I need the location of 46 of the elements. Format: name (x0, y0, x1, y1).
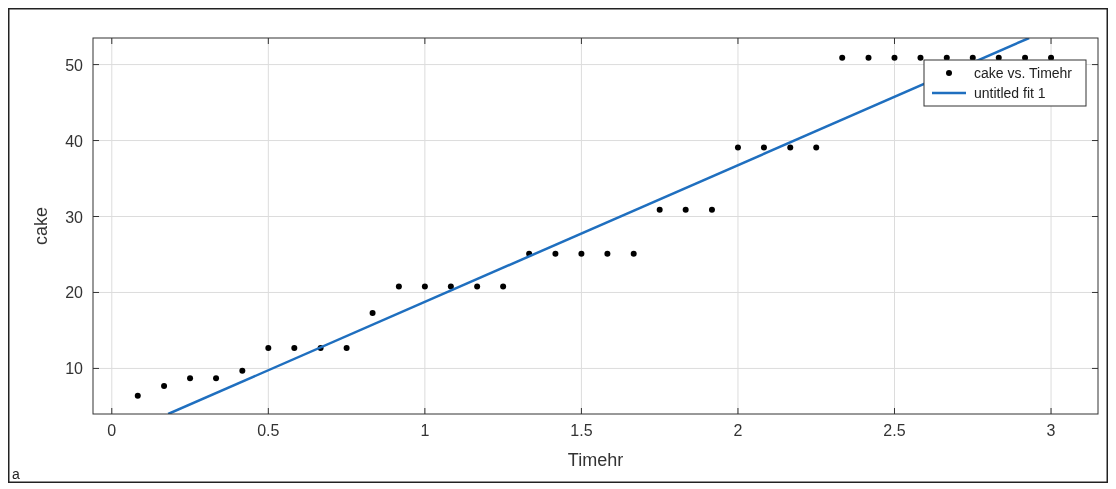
point (213, 375, 220, 382)
x-tick-label: 1 (420, 422, 430, 439)
point (343, 344, 350, 351)
point (656, 206, 663, 213)
legend-label: untitled fit 1 (974, 85, 1046, 101)
y-tick-label: 40 (65, 132, 84, 150)
y-tick-label: 20 (65, 284, 84, 302)
point (134, 392, 141, 399)
point (161, 382, 168, 389)
x-tick-label: 0.5 (257, 422, 280, 439)
point (239, 367, 246, 374)
x-axis-title: Timehr (567, 450, 624, 470)
y-axis-title: cake (31, 206, 51, 246)
point (447, 283, 454, 290)
point (369, 309, 376, 316)
point (891, 54, 898, 61)
point (552, 250, 559, 257)
x-tick-label: 2 (733, 422, 743, 439)
x-tick-label: 1.5 (570, 422, 593, 439)
point (630, 250, 637, 257)
point (500, 283, 507, 290)
point (474, 283, 481, 290)
legend-label: cake vs. Timehr (974, 65, 1073, 81)
point (395, 283, 402, 290)
point (421, 283, 428, 290)
point (604, 250, 611, 257)
x-tick-label: 0 (107, 422, 117, 439)
point (291, 344, 298, 351)
point (865, 54, 872, 61)
y-tick-label: 10 (65, 360, 84, 378)
point (187, 375, 194, 382)
point (787, 144, 794, 151)
text: a (12, 466, 20, 482)
point (265, 344, 272, 351)
point (839, 54, 846, 61)
point (682, 206, 689, 213)
y-tick-label: 50 (65, 56, 84, 74)
x-tick-label: 3 (1046, 422, 1056, 439)
point (578, 250, 585, 257)
x-tick-label: 2.5 (883, 422, 906, 439)
point (917, 54, 924, 61)
point (760, 144, 767, 151)
point (813, 144, 820, 151)
point (734, 144, 741, 151)
y-tick-label: 30 (65, 208, 84, 226)
point (708, 206, 715, 213)
